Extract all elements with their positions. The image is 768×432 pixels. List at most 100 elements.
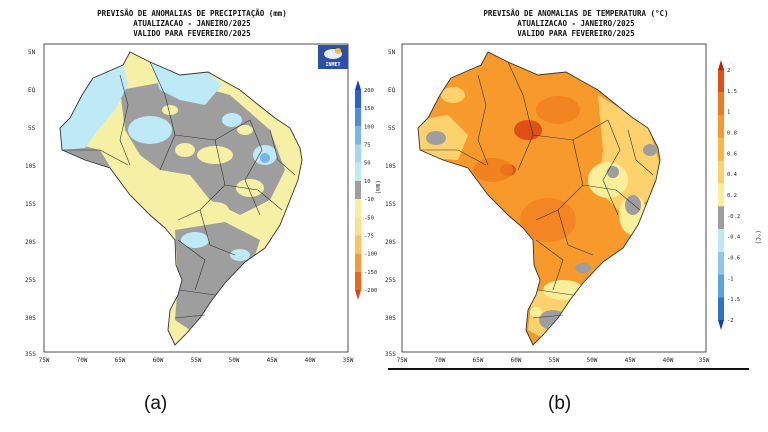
legend-tick-label: -100	[364, 252, 377, 258]
svg-text:30S: 30S	[25, 315, 36, 322]
panel-a-title-line-3: VALIDO PARA FEVEREIRO/2025	[133, 29, 251, 38]
panel-b-title-line-1: PREVISÃO DE ANOMALIAS DE TEMPERATURA (°C…	[483, 9, 669, 18]
legend-tick-label: 1	[727, 110, 730, 116]
svg-text:25S: 25S	[25, 277, 36, 284]
legend-tick-label: 100	[364, 124, 374, 130]
legend-swatch	[355, 180, 361, 200]
svg-text:10S: 10S	[385, 163, 396, 170]
bottom-rule	[388, 368, 749, 370]
legend-swatch	[355, 271, 361, 290]
temperature-color-legend: 2 1.5 1 0.8 0.6 0.4 0.2 -0.2 -0.4 -0.6 -1 -1.5 -2	[718, 60, 741, 330]
svg-text:EQ: EQ	[388, 87, 396, 94]
legend-swatch	[355, 162, 361, 181]
legend-tick-label: -75	[364, 233, 374, 239]
svg-text:5N: 5N	[28, 49, 36, 56]
legend-swatch	[355, 253, 361, 272]
panel-b-title-line-3: VALIDO PARA FEVEREIRO/2025	[517, 29, 635, 38]
legend-swatch	[718, 138, 724, 161]
panel-a-caption: (a)	[144, 393, 168, 414]
legend-swatch	[355, 90, 361, 109]
legend-swatch	[718, 229, 724, 252]
state-boundaries	[59, 51, 303, 346]
svg-text:15S: 15S	[385, 201, 396, 208]
latitude-labels: 5N EQ 5S 10S 15S 20S 25S 30S 35S	[25, 49, 36, 358]
brazil-map-shape	[418, 52, 660, 345]
svg-text:75W: 75W	[397, 357, 408, 364]
legend-swatch	[718, 251, 724, 275]
state-boundaries	[417, 51, 661, 346]
svg-text:55W: 55W	[549, 357, 560, 364]
svg-text:50W: 50W	[587, 357, 598, 364]
legend-tick-label: 200	[364, 88, 374, 94]
precipitation-map: INMET 5N EQ 5S 10S 15S 20S 25S 30S 35S 7…	[25, 43, 381, 364]
panel-b-title-line-2: ATUALIZACAO - JANEIRO/2025	[517, 19, 635, 28]
legend-tick-label: 0.4	[727, 172, 738, 178]
svg-text:20S: 20S	[25, 239, 36, 246]
legend-tick-label: -10	[364, 197, 374, 203]
legend-tick-label: 1.5	[727, 89, 737, 95]
svg-text:30S: 30S	[385, 315, 396, 322]
legend-tick-label: -1	[727, 276, 734, 282]
legend-swatch	[355, 108, 361, 127]
inmet-logo: INMET	[318, 45, 348, 69]
legend-tick-label: 0.6	[727, 151, 737, 157]
legend-tick-label: -150	[364, 270, 377, 276]
legend-unit: (mm)	[374, 180, 381, 194]
svg-text:20S: 20S	[385, 239, 396, 246]
legend-tick-label: 0.8	[727, 131, 737, 137]
svg-text:35W: 35W	[343, 357, 354, 364]
legend-tick-label: 10	[364, 179, 371, 185]
legend-tick-label: 75	[364, 143, 371, 149]
legend-unit: (°C)	[754, 230, 761, 244]
svg-text:40W: 40W	[663, 357, 674, 364]
legend-swatch	[355, 144, 361, 163]
svg-text:10S: 10S	[25, 163, 36, 170]
legend-tick-label: 0.2	[727, 193, 737, 199]
legend-tick-label: 50	[364, 161, 371, 167]
svg-text:35W: 35W	[699, 357, 710, 364]
latitude-labels: 5N EQ 5S 10S 15S 20S 25S 30S 35S	[385, 49, 396, 358]
panel-b-caption: (b)	[548, 393, 572, 414]
precipitation-panel: PREVISÃO DE ANOMALIAS DE PRECIPITAÇÃO (m…	[25, 9, 381, 414]
svg-text:5S: 5S	[388, 125, 396, 132]
legend-swatch	[718, 297, 724, 320]
legend-tick-label: -1.5	[727, 297, 740, 303]
legend-swatch	[718, 92, 724, 116]
svg-text:35S: 35S	[25, 351, 36, 358]
legend-swatch	[355, 126, 361, 145]
svg-text:45W: 45W	[625, 357, 636, 364]
legend-swatch	[718, 320, 724, 330]
legend-swatch	[355, 217, 361, 236]
precipitation-color-legend: 200 150 100 75 50 10 -10 -50 -75 -100 -150 -200	[355, 80, 377, 300]
svg-text:70W: 70W	[435, 357, 446, 364]
legend-swatch	[355, 235, 361, 254]
legend-swatch	[355, 199, 361, 218]
svg-text:EQ: EQ	[28, 87, 36, 94]
legend-swatch	[718, 160, 724, 184]
svg-text:5N: 5N	[388, 49, 396, 56]
legend-tick-label: -0.4	[727, 235, 741, 241]
svg-text:50W: 50W	[229, 357, 240, 364]
temperature-map: 5N EQ 5S 10S 15S 20S 25S 30S 35S 75W 70W…	[385, 43, 761, 364]
legend-tick-label: -200	[364, 288, 377, 294]
legend-swatch	[718, 70, 724, 93]
legend-tick-label: -0.6	[727, 256, 740, 262]
legend-swatch	[718, 60, 724, 70]
svg-text:35S: 35S	[385, 351, 396, 358]
svg-text:55W: 55W	[191, 357, 202, 364]
legend-swatch	[718, 206, 724, 230]
panel-a-title-line-2: ATUALIZACAO - JANEIRO/2025	[133, 19, 251, 28]
legend-swatch	[718, 183, 724, 207]
svg-text:60W: 60W	[153, 357, 164, 364]
temperature-panel: PREVISÃO DE ANOMALIAS DE TEMPERATURA (°C…	[384, 0, 768, 432]
legend-swatch	[718, 274, 724, 298]
legend-swatch	[355, 290, 361, 300]
svg-text:40W: 40W	[305, 357, 316, 364]
legend-tick-label: -0.2	[727, 214, 740, 220]
legend-tick-label: 150	[364, 106, 374, 112]
legend-tick-label: -2	[727, 318, 734, 324]
svg-text:15S: 15S	[25, 201, 36, 208]
svg-text:45W: 45W	[267, 357, 278, 364]
legend-tick-label: -50	[364, 215, 374, 221]
svg-text:5S: 5S	[28, 125, 36, 132]
